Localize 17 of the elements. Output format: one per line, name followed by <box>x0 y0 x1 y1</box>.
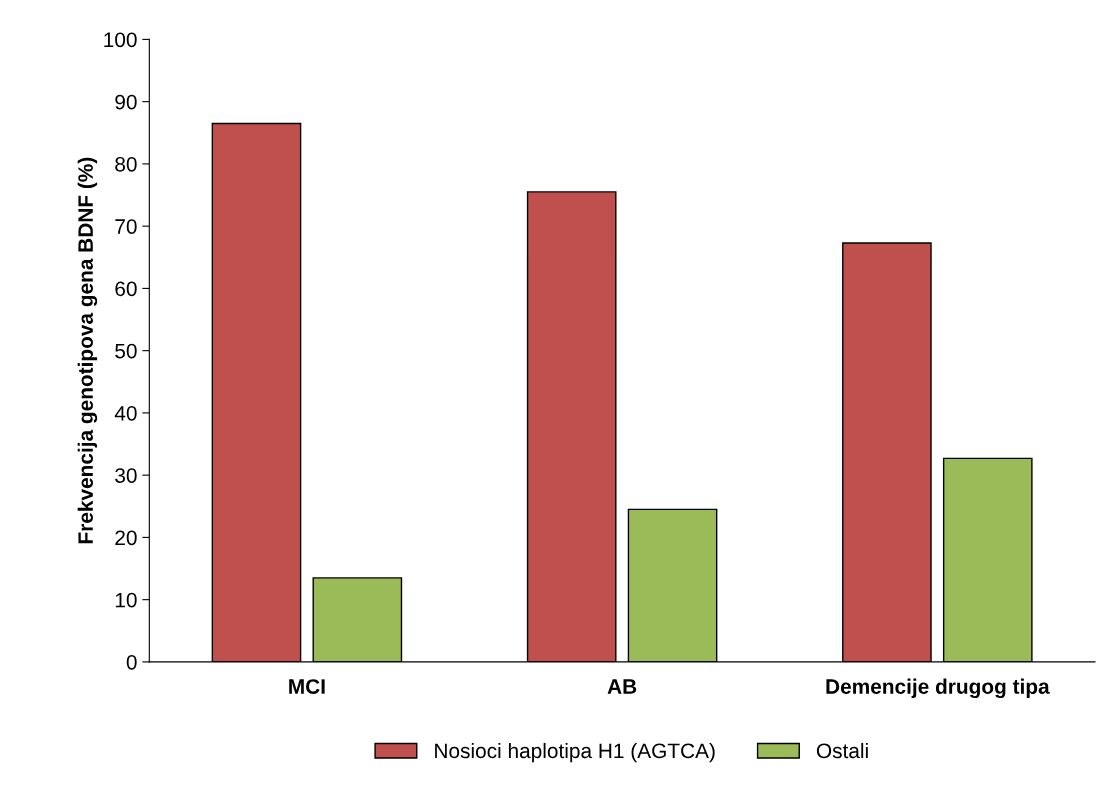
y-tick-label: 10 <box>115 592 137 608</box>
legend-label: Nosioci haplotipa H1 (AGTCA) <box>435 742 715 763</box>
y-tick-label: 70 <box>115 219 137 234</box>
x-tick-label: MCI <box>289 679 325 694</box>
x-tick-label: Demencije drugog tipa <box>826 678 1050 699</box>
legend-label: Ostali <box>816 742 868 759</box>
y-tick-label: 50 <box>115 343 137 359</box>
y-tick-label: 100 <box>104 32 137 48</box>
y-tick-label: 30 <box>115 468 137 483</box>
y-tick-label: 90 <box>115 94 137 110</box>
y-axis-title: Frekvencija genotipova gena BDNF (%) <box>77 157 98 544</box>
y-tick-label: 0 <box>126 654 137 670</box>
y-tick-label: 80 <box>115 156 137 172</box>
y-tick-label: 40 <box>114 405 137 421</box>
y-tick-label: 20 <box>115 530 137 546</box>
x-tick-label: AB <box>607 679 637 694</box>
y-tick-label: 60 <box>115 281 137 297</box>
